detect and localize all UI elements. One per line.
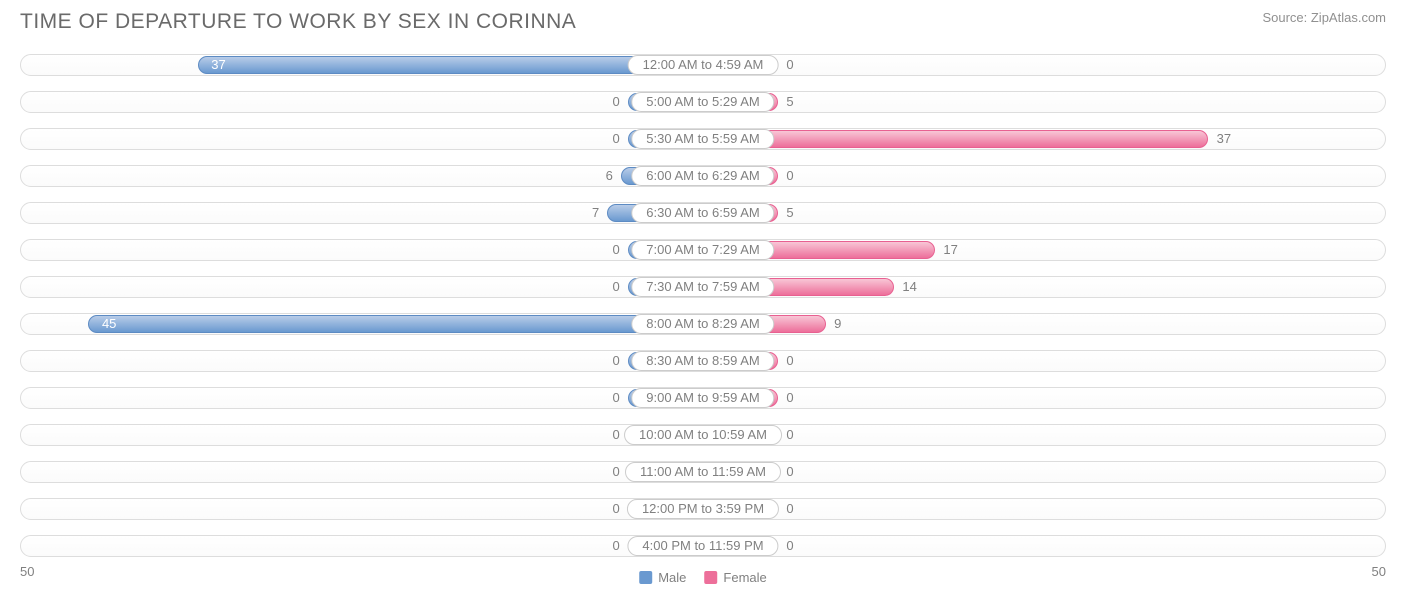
female-value: 5	[786, 205, 793, 220]
female-value: 9	[834, 316, 841, 331]
time-range-label: 7:30 AM to 7:59 AM	[631, 277, 774, 297]
male-value: 7	[592, 205, 599, 220]
chart-row: 10:00 AM to 10:59 AM 0 0	[20, 418, 1386, 452]
axis-max-right: 50	[1372, 564, 1386, 579]
chart-row: 5:30 AM to 5:59 AM 0 37	[20, 122, 1386, 156]
time-range-label: 7:00 AM to 7:29 AM	[631, 240, 774, 260]
time-range-label: 8:30 AM to 8:59 AM	[631, 351, 774, 371]
time-range-label: 10:00 AM to 10:59 AM	[624, 425, 782, 445]
time-range-label: 8:00 AM to 8:29 AM	[631, 314, 774, 334]
male-value: 0	[612, 464, 619, 479]
female-value: 0	[786, 464, 793, 479]
chart-row: 11:00 AM to 11:59 AM 0 0	[20, 455, 1386, 489]
chart-row: 7:30 AM to 7:59 AM 0 14	[20, 270, 1386, 304]
chart-row: 9:00 AM to 9:59 AM 0 0	[20, 381, 1386, 415]
male-value: 45	[102, 316, 116, 331]
chart-row: 8:30 AM to 8:59 AM 0 0	[20, 344, 1386, 378]
legend-male-label: Male	[658, 570, 686, 585]
time-range-label: 9:00 AM to 9:59 AM	[631, 388, 774, 408]
chart-row: 12:00 AM to 4:59 AM 37 0	[20, 48, 1386, 82]
time-range-label: 12:00 PM to 3:59 PM	[627, 499, 779, 519]
chart-row: 5:00 AM to 5:29 AM 0 5	[20, 85, 1386, 119]
female-value: 0	[786, 538, 793, 553]
female-value: 0	[786, 168, 793, 183]
time-range-label: 5:00 AM to 5:29 AM	[631, 92, 774, 112]
time-range-label: 6:00 AM to 6:29 AM	[631, 166, 774, 186]
legend: Male Female	[639, 570, 767, 585]
legend-male: Male	[639, 570, 686, 585]
female-value: 0	[786, 353, 793, 368]
chart-row: 4:00 PM to 11:59 PM 0 0	[20, 529, 1386, 563]
male-value: 37	[211, 57, 225, 72]
male-value: 0	[612, 538, 619, 553]
female-value: 14	[902, 279, 916, 294]
chart-row: 6:30 AM to 6:59 AM 7 5	[20, 196, 1386, 230]
male-value: 0	[612, 94, 619, 109]
male-swatch-icon	[639, 571, 652, 584]
female-value: 37	[1217, 131, 1231, 146]
time-range-label: 4:00 PM to 11:59 PM	[627, 536, 778, 556]
chart-row: 7:00 AM to 7:29 AM 0 17	[20, 233, 1386, 267]
time-range-label: 11:00 AM to 11:59 AM	[625, 462, 781, 482]
legend-female: Female	[704, 570, 766, 585]
female-value: 0	[786, 427, 793, 442]
chart-row: 8:00 AM to 8:29 AM 45 9	[20, 307, 1386, 341]
female-value: 5	[786, 94, 793, 109]
male-value: 0	[612, 427, 619, 442]
chart-row: 6:00 AM to 6:29 AM 6 0	[20, 159, 1386, 193]
male-value: 0	[612, 501, 619, 516]
female-value: 0	[786, 57, 793, 72]
time-range-label: 6:30 AM to 6:59 AM	[631, 203, 774, 223]
female-value: 0	[786, 390, 793, 405]
male-value: 0	[612, 279, 619, 294]
male-value: 0	[612, 131, 619, 146]
time-range-label: 12:00 AM to 4:59 AM	[628, 55, 779, 75]
chart-row: 12:00 PM to 3:59 PM 0 0	[20, 492, 1386, 526]
source-label: Source: ZipAtlas.com	[1262, 10, 1386, 25]
female-bar	[703, 130, 1208, 148]
female-value: 17	[943, 242, 957, 257]
male-value: 6	[606, 168, 613, 183]
time-range-label: 5:30 AM to 5:59 AM	[631, 129, 774, 149]
male-bar	[88, 315, 703, 333]
chart-title: TIME OF DEPARTURE TO WORK BY SEX IN CORI…	[20, 10, 576, 34]
female-value: 0	[786, 501, 793, 516]
male-value: 0	[612, 353, 619, 368]
male-value: 0	[612, 390, 619, 405]
female-swatch-icon	[704, 571, 717, 584]
butterfly-chart: 50 50 12:00 AM to 4:59 AM3705:00 AM to 5…	[20, 48, 1386, 555]
axis-max-left: 50	[20, 564, 34, 579]
male-value: 0	[612, 242, 619, 257]
legend-female-label: Female	[723, 570, 766, 585]
